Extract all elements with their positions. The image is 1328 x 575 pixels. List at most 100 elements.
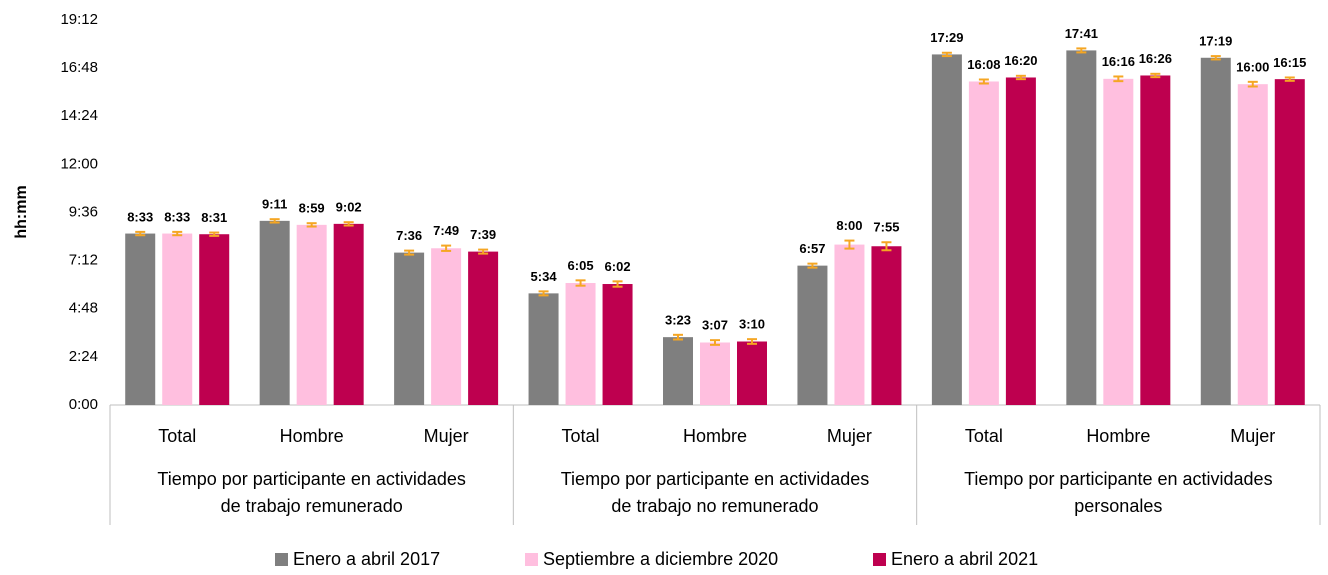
error-bar	[1247, 80, 1258, 88]
bar	[162, 233, 193, 405]
error-bar	[1150, 72, 1161, 79]
bar	[1274, 79, 1305, 405]
y-tick-label: 12:00	[60, 155, 98, 172]
bar	[125, 233, 156, 405]
error-bar	[1076, 47, 1087, 54]
data-label: 9:02	[336, 200, 362, 215]
data-label: 6:57	[799, 241, 825, 256]
legend-label: Enero a abril 2017	[293, 549, 440, 569]
bar	[468, 251, 499, 405]
error-bar	[478, 248, 489, 255]
error-bar	[441, 244, 452, 252]
error-bar	[343, 221, 354, 227]
error-bar	[306, 222, 317, 228]
error-bar	[881, 241, 892, 252]
error-bar	[747, 338, 757, 345]
x-tick-label: Hombre	[1086, 426, 1150, 446]
error-bar	[172, 230, 183, 237]
error-bar	[1015, 74, 1026, 81]
bar	[565, 283, 596, 405]
bar	[797, 265, 828, 405]
bar	[394, 252, 425, 405]
error-bar	[1210, 55, 1221, 61]
data-label: 8:31	[201, 210, 227, 225]
data-label: 16:16	[1102, 54, 1135, 69]
error-bar	[612, 280, 623, 288]
bar	[1066, 50, 1097, 406]
bar	[296, 224, 327, 405]
data-label: 16:15	[1273, 55, 1306, 70]
bar	[871, 246, 902, 405]
x-tick-label: Mujer	[1230, 426, 1275, 446]
x-tick-label: Total	[562, 426, 600, 446]
data-label: 7:36	[396, 228, 422, 243]
legend-label: Septiembre a diciembre 2020	[543, 549, 778, 569]
x-tick-label: Mujer	[827, 426, 872, 446]
error-bar	[1113, 75, 1124, 83]
legend-swatch	[525, 553, 538, 566]
error-bar	[710, 339, 720, 346]
bar	[431, 248, 462, 405]
data-label: 17:41	[1065, 26, 1098, 41]
bar	[1237, 84, 1268, 406]
data-label: 5:34	[531, 269, 558, 284]
data-label: 8:33	[164, 209, 190, 224]
bar	[1005, 77, 1036, 405]
bar	[199, 234, 230, 405]
y-tick-label: 7:12	[69, 252, 98, 269]
bar	[1200, 57, 1231, 405]
legend-swatch	[275, 553, 288, 566]
error-bar	[807, 262, 818, 269]
bar	[700, 342, 730, 405]
y-tick-label: 0:00	[69, 396, 98, 413]
group-label: Tiempo por participante en actividades p…	[964, 469, 1273, 516]
y-axis-title: hh:mm	[13, 185, 30, 238]
data-label: 6:02	[605, 259, 631, 274]
data-label: 3:23	[665, 312, 691, 327]
y-tick-label: 2:24	[69, 348, 98, 365]
data-label: 3:07	[702, 318, 728, 333]
error-bar	[209, 231, 220, 237]
error-bar	[269, 218, 280, 224]
y-tick-label: 19:12	[60, 11, 98, 28]
bar	[1103, 78, 1134, 405]
error-bar	[538, 290, 549, 297]
data-label: 8:33	[127, 209, 153, 224]
error-bar	[941, 51, 952, 58]
error-bar	[978, 78, 989, 85]
data-label: 6:05	[568, 258, 594, 273]
data-label: 7:39	[470, 227, 496, 242]
x-tick-label: Hombre	[683, 426, 747, 446]
bar	[333, 223, 364, 405]
data-label: 16:08	[967, 57, 1000, 72]
data-label: 3:10	[739, 317, 765, 332]
bar	[931, 54, 962, 406]
error-bar	[673, 333, 683, 341]
bar	[968, 81, 999, 406]
y-tick-label: 14:24	[60, 107, 98, 124]
bar	[259, 220, 290, 405]
group-label: Tiempo por participante en actividades d…	[560, 469, 870, 516]
data-label: 17:29	[930, 30, 963, 45]
error-bar	[575, 279, 586, 287]
error-bar	[844, 239, 855, 250]
data-label: 8:59	[299, 201, 325, 216]
x-tick-label: Total	[965, 426, 1003, 446]
data-label: 9:11	[262, 197, 287, 212]
error-bar	[135, 230, 146, 237]
group-label: Tiempo por participante en actividades d…	[157, 469, 466, 516]
legend-swatch	[873, 553, 886, 566]
data-label: 16:26	[1139, 51, 1172, 66]
x-tick-label: Total	[158, 426, 196, 446]
y-tick-label: 16:48	[60, 59, 98, 76]
data-label: 7:49	[433, 223, 459, 238]
y-tick-label: 4:48	[69, 300, 98, 317]
bar	[663, 337, 693, 405]
error-bar	[1284, 76, 1295, 82]
bar	[602, 284, 633, 405]
error-bar	[404, 249, 415, 256]
data-label: 7:55	[873, 220, 899, 235]
data-label: 16:00	[1236, 59, 1269, 74]
